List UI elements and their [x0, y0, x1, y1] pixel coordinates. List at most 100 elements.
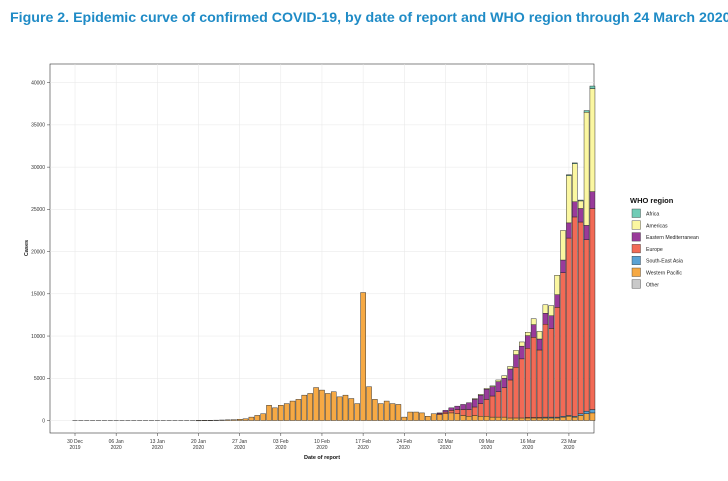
- bar-segment: [489, 386, 496, 397]
- x-tick-label: 06 Jan: [109, 439, 124, 445]
- legend-label: Western Pacific: [646, 271, 682, 277]
- bar-segment: [401, 416, 408, 421]
- bar-segment: [530, 324, 537, 338]
- x-tick-label: 10 Feb: [314, 439, 330, 445]
- bar-segment: [548, 417, 555, 421]
- bar-segment: [501, 378, 507, 388]
- x-tick-label: 20 Jan: [191, 439, 206, 445]
- bar-segment: [542, 304, 549, 314]
- bar-segment: [395, 404, 402, 421]
- legend-label: Other: [646, 282, 659, 288]
- bar-segment: [589, 409, 596, 414]
- bar-segment: [577, 413, 584, 416]
- bar-segment: [566, 416, 572, 421]
- bar-segment: [501, 416, 507, 421]
- bar-segment: [513, 350, 519, 355]
- bar-segment: [442, 410, 449, 413]
- bar-segment: [472, 415, 478, 421]
- bar-segment: [560, 259, 566, 273]
- bar-segment: [425, 416, 431, 421]
- x-tick-year: 2020: [563, 445, 574, 451]
- bar-segment: [577, 200, 584, 209]
- x-tick-year: 2020: [275, 445, 286, 451]
- bar-segment: [583, 110, 590, 113]
- bar-segment: [513, 417, 519, 421]
- x-tick-label: 02 Mar: [438, 439, 454, 445]
- x-tick-year: 2020: [316, 445, 327, 451]
- bar-segment: [319, 389, 325, 421]
- bar-segment: [583, 413, 590, 421]
- x-tick-year: 2020: [522, 445, 533, 451]
- bar-segment: [260, 413, 266, 421]
- bar-segment: [583, 112, 590, 226]
- bar-segment: [536, 417, 543, 421]
- bar-segment: [419, 412, 425, 421]
- bar-segment: [301, 394, 308, 421]
- bar-segment: [495, 391, 502, 418]
- bar-segment: [354, 403, 360, 421]
- bar-segment: [548, 315, 555, 329]
- bar-segment: [330, 391, 337, 421]
- bar-segment: [466, 416, 472, 421]
- legend-label: Eastern Mediterranean: [646, 235, 699, 241]
- bar-segment: [477, 394, 484, 404]
- legend-swatch: [631, 279, 641, 289]
- bar-segment: [519, 341, 525, 347]
- x-tick-label: 27 Jan: [232, 439, 247, 445]
- bar-segment: [442, 413, 449, 421]
- y-tick-label: 10000: [31, 334, 45, 340]
- bar-segment: [572, 216, 578, 417]
- bar-segment: [507, 379, 513, 419]
- bar-segment: [289, 400, 296, 421]
- x-axis-title: Date of report: [304, 455, 340, 461]
- bar-segment: [477, 403, 484, 417]
- bar-segment: [436, 412, 443, 414]
- bar-segment: [413, 411, 419, 421]
- bar-segment: [554, 307, 560, 418]
- bar-segment: [472, 406, 478, 416]
- bar-segment: [566, 222, 572, 239]
- legend-label: Europe: [646, 247, 663, 253]
- bar-segment: [530, 417, 537, 421]
- x-tick-year: 2020: [358, 445, 369, 451]
- bar-segment: [560, 416, 566, 421]
- bar-segment: [554, 275, 560, 295]
- legend-label: Americas: [646, 223, 668, 229]
- bar-segment: [583, 225, 590, 240]
- bar-segment: [436, 414, 443, 421]
- bar-segment: [477, 416, 484, 421]
- bar-segment: [589, 208, 596, 410]
- bar-segment: [507, 417, 513, 421]
- bar-segment: [507, 368, 513, 381]
- bar-segment: [466, 402, 472, 410]
- bar-segment: [489, 416, 496, 421]
- bar-segment: [495, 381, 502, 393]
- bar-segment: [572, 416, 578, 421]
- legend-swatch: [631, 244, 641, 254]
- x-tick-year: 2020: [234, 445, 245, 451]
- bar-segment: [577, 221, 584, 414]
- bar-segment: [501, 387, 507, 418]
- bar-segment: [513, 367, 519, 419]
- x-tick-label: 09 Mar: [479, 439, 495, 445]
- bar-segment: [442, 411, 449, 414]
- bar-segment: [501, 375, 507, 379]
- bar-segment: [254, 415, 261, 421]
- bar-segment: [548, 328, 555, 418]
- legend-label: South-East Asia: [646, 259, 683, 265]
- bar-segment: [536, 331, 543, 340]
- bar-segment: [366, 386, 372, 421]
- legend-title: WHO region: [630, 196, 674, 205]
- bar-segment: [283, 403, 290, 421]
- legend-label: Africa: [646, 212, 659, 218]
- bar-segment: [236, 419, 243, 421]
- x-tick-year: 2020: [193, 445, 204, 451]
- y-tick-label: 35000: [31, 123, 45, 129]
- legend-swatch: [631, 208, 641, 218]
- bar-segment: [448, 407, 455, 411]
- bar-segment: [266, 405, 272, 421]
- bar-segment: [560, 272, 566, 417]
- bar-segment: [525, 348, 531, 418]
- bar-segment: [560, 230, 566, 261]
- bar-segment: [589, 85, 596, 89]
